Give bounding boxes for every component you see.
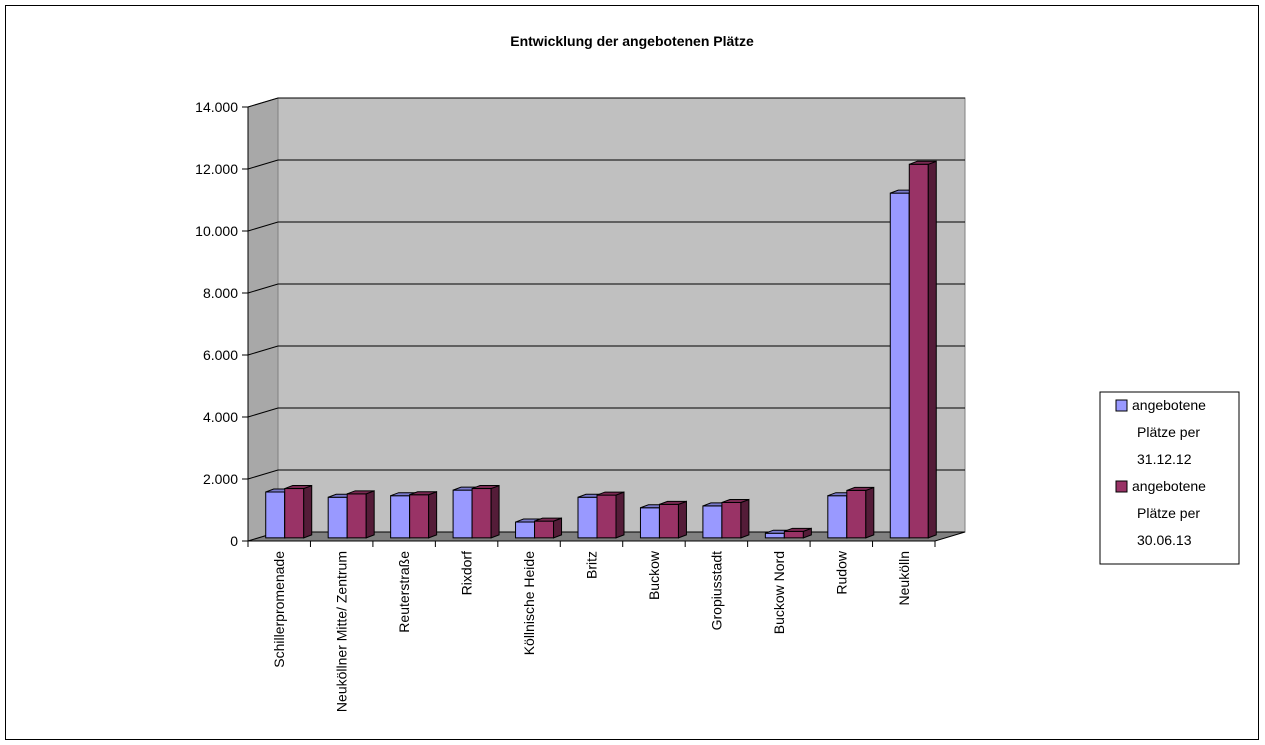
bar-front bbox=[265, 491, 286, 539]
legend-label: 31.12.12 bbox=[1137, 451, 1192, 467]
bar bbox=[658, 500, 687, 539]
y-tick-label: 6.000 bbox=[203, 347, 238, 363]
bar-side bbox=[615, 491, 625, 539]
y-tick-label: 4.000 bbox=[203, 409, 238, 425]
category-label: Köllnische Heide bbox=[521, 551, 537, 655]
y-tick-label: 2.000 bbox=[203, 471, 238, 487]
bar-front bbox=[515, 521, 536, 539]
bar-front bbox=[409, 494, 430, 539]
bar bbox=[284, 484, 313, 539]
gridline bbox=[247, 159, 965, 170]
bar-top bbox=[409, 491, 437, 496]
bar bbox=[409, 491, 438, 539]
category-label: Schillerpromenade bbox=[271, 551, 287, 668]
legend-label: angebotene bbox=[1132, 397, 1206, 413]
back-wall bbox=[277, 97, 966, 533]
bar-side bbox=[365, 490, 375, 539]
bar-side bbox=[303, 484, 313, 539]
bar-top bbox=[721, 499, 750, 504]
bar-front bbox=[390, 495, 411, 539]
bar-front bbox=[639, 507, 660, 539]
category-label: Rixdorf bbox=[459, 551, 475, 595]
legend: angebotene Plätze per 31.12.12 angebotene Pl… bbox=[1099, 391, 1240, 565]
bar-side bbox=[927, 160, 937, 539]
bar-side bbox=[677, 500, 687, 539]
legend-swatch bbox=[1115, 480, 1128, 493]
gridline bbox=[247, 345, 965, 356]
bar-front bbox=[721, 502, 742, 539]
bar-front bbox=[577, 496, 598, 539]
bar-side bbox=[428, 491, 438, 539]
bar-top bbox=[347, 490, 375, 495]
category-label: Neukölln bbox=[896, 551, 912, 605]
bar-top bbox=[909, 160, 937, 165]
category-label: Gropiusstadt bbox=[708, 551, 724, 630]
category-label: Rudow bbox=[833, 550, 849, 594]
bar-front bbox=[471, 488, 492, 539]
category-label: Britz bbox=[584, 551, 600, 579]
bar bbox=[721, 498, 750, 539]
legend-label: Plätze per bbox=[1137, 505, 1200, 521]
bar-front bbox=[284, 488, 305, 539]
bar-front bbox=[452, 489, 473, 539]
bar bbox=[783, 527, 812, 539]
bar bbox=[471, 484, 500, 539]
category-label: Reuterstraße bbox=[396, 551, 412, 633]
bar-front bbox=[783, 530, 804, 539]
bar-front bbox=[346, 493, 367, 539]
bar-side bbox=[865, 486, 875, 539]
bar-front bbox=[827, 495, 848, 539]
gridline bbox=[247, 407, 965, 418]
plot-area: 0 2.000 4.000 6.000 8.000 10.000 12.000 14.000 S… bbox=[195, 97, 966, 712]
y-tick-label: 0 bbox=[230, 533, 238, 549]
legend-swatch bbox=[1115, 399, 1128, 412]
legend-label: 30.06.13 bbox=[1137, 532, 1192, 548]
legend-label: angebotene bbox=[1132, 478, 1206, 494]
bar-side bbox=[740, 498, 750, 539]
bar-front bbox=[702, 505, 723, 539]
bar bbox=[534, 517, 563, 539]
bar bbox=[908, 160, 937, 539]
gridline bbox=[247, 97, 965, 108]
y-tick-label: 10.000 bbox=[195, 223, 238, 239]
gridline bbox=[247, 469, 965, 480]
bar-top bbox=[284, 485, 312, 490]
bar-top bbox=[784, 527, 812, 532]
category-label: Buckow bbox=[646, 550, 662, 600]
gridline bbox=[247, 221, 965, 232]
bar bbox=[596, 491, 625, 539]
bar-front bbox=[534, 520, 555, 539]
bar-top bbox=[846, 486, 874, 491]
category-label: Neuköllner Mitte/ Zentrum bbox=[334, 551, 350, 712]
bar-front bbox=[658, 503, 679, 539]
gridline bbox=[247, 283, 965, 294]
bar-front bbox=[846, 489, 867, 539]
bar-front bbox=[764, 532, 785, 539]
chart-title: Entwicklung der angebotenen Plätze bbox=[510, 33, 754, 49]
bar-front bbox=[596, 494, 617, 539]
bar-front bbox=[889, 192, 910, 539]
bar-front bbox=[327, 496, 348, 539]
bar-front bbox=[908, 163, 929, 539]
y-tick-label: 12.000 bbox=[195, 161, 238, 177]
bar-side bbox=[490, 484, 500, 539]
legend-label: Plätze per bbox=[1137, 424, 1200, 440]
bar-top bbox=[534, 517, 562, 522]
bar bbox=[846, 486, 875, 539]
y-tick-label: 14.000 bbox=[195, 99, 238, 115]
category-label: Buckow Nord bbox=[771, 551, 787, 634]
bar-top bbox=[596, 491, 625, 496]
bar-top bbox=[659, 500, 687, 505]
bar-top bbox=[471, 485, 500, 490]
bar bbox=[346, 490, 375, 539]
legend-box bbox=[1099, 391, 1240, 565]
y-tick-label: 8.000 bbox=[203, 285, 238, 301]
